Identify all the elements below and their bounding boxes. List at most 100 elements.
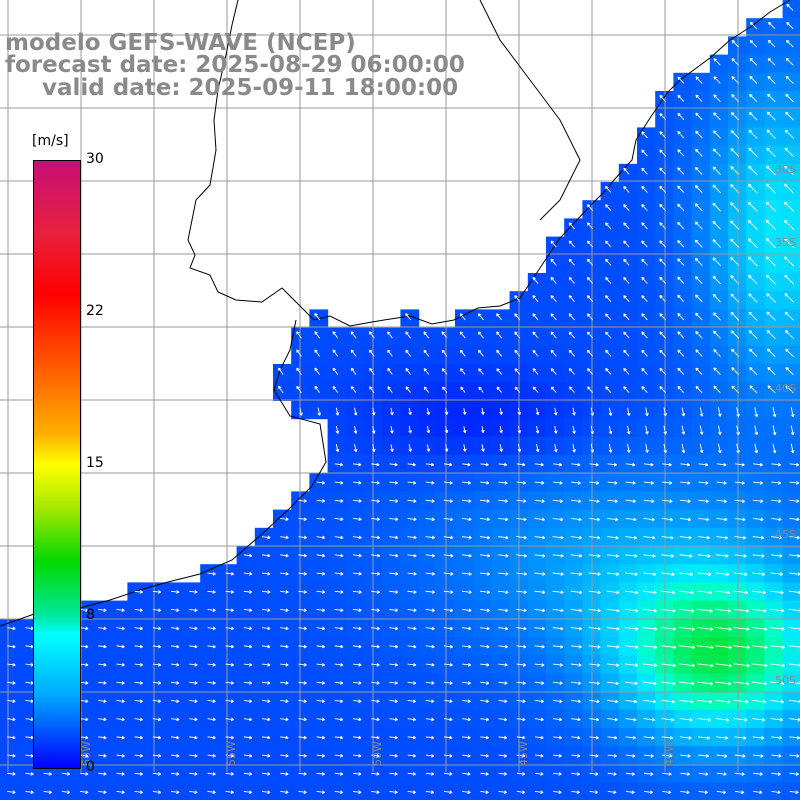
wind-arrow (480, 481, 490, 485)
wind-arrow (765, 183, 776, 194)
wind-arrow (645, 425, 649, 435)
wind-arrow (298, 535, 307, 540)
wind-arrow (152, 681, 162, 685)
wind-arrow (98, 626, 107, 631)
wind-arrow (623, 276, 630, 284)
wind-arrow (134, 681, 143, 685)
wind-arrow (605, 349, 612, 357)
wind-arrow (644, 790, 654, 795)
wind-arrow (589, 790, 599, 795)
wind-arrow (280, 553, 289, 558)
wind-arrow (407, 499, 417, 503)
wind-arrow (316, 535, 326, 540)
wind-arrow (552, 517, 564, 522)
wind-arrow (207, 626, 216, 631)
wind-arrow (749, 348, 758, 357)
wind-arrow (623, 386, 630, 394)
wind-arrow (734, 499, 746, 503)
wind-arrow (606, 645, 620, 649)
wind-arrow (425, 662, 435, 667)
wind-arrow (516, 753, 526, 758)
wind-arrow (352, 480, 362, 485)
wind-arrow (699, 425, 704, 435)
wind-arrow (552, 681, 563, 685)
wind-arrow (770, 535, 782, 540)
wind-arrow (280, 608, 289, 612)
wind-arrow (716, 481, 727, 485)
wind-arrow (766, 165, 776, 176)
wind-arrow (407, 699, 417, 703)
wind-arrow (516, 790, 526, 794)
wind-arrow (605, 368, 612, 375)
wind-arrow (152, 735, 162, 740)
wind-arrow (352, 499, 362, 503)
wind-arrow (534, 590, 546, 595)
wind-arrow (534, 735, 544, 740)
wind-arrow (749, 57, 758, 66)
wind-arrow (643, 554, 656, 558)
wind-arrow (352, 626, 362, 631)
wind-arrow (334, 517, 344, 522)
wind-arrow (425, 462, 435, 467)
wind-arrow (695, 130, 703, 139)
wind-arrow (243, 699, 253, 703)
wind-arrow (335, 444, 340, 453)
wind-arrow (170, 735, 180, 740)
wind-arrow (606, 608, 620, 613)
wind-arrow (425, 772, 435, 776)
wind-arrow (677, 240, 685, 248)
wind-arrow (516, 663, 527, 667)
wind-arrow (765, 256, 776, 267)
wind-arrow (677, 167, 685, 175)
title-valid-date: valid date: 2025-09-11 18:00:00 (42, 75, 459, 101)
wind-arrow (296, 367, 302, 375)
wind-arrow (368, 349, 375, 357)
wind-arrow (695, 349, 703, 357)
wind-arrow (715, 608, 732, 613)
wind-arrow (407, 535, 417, 540)
wind-arrow (116, 608, 125, 612)
wind-arrow (316, 681, 326, 685)
wind-arrow (661, 517, 674, 522)
wind-arrow (605, 240, 612, 248)
wind-arrow (606, 681, 619, 686)
wind-arrow (679, 736, 692, 740)
wind-arrow (207, 772, 216, 776)
wind-arrow (714, 645, 732, 650)
wind-arrow (314, 331, 320, 339)
wind-arrow (605, 185, 612, 193)
wind-arrow (731, 367, 740, 376)
wind-arrow (334, 608, 344, 613)
wind-arrow (442, 386, 448, 393)
wind-arrow (425, 535, 436, 540)
wind-arrow (207, 644, 216, 649)
wind-arrow (699, 407, 704, 417)
wind-arrow (278, 367, 284, 375)
wind-arrow (659, 294, 666, 303)
wind-arrow (98, 681, 107, 685)
wind-arrow (605, 222, 612, 230)
wind-arrow (713, 330, 721, 339)
wind-arrow (480, 717, 489, 722)
wind-arrow (479, 590, 491, 594)
wind-arrow (225, 717, 234, 722)
wind-arrow (332, 349, 339, 357)
wind-arrow (624, 681, 638, 686)
wind-arrow (516, 535, 527, 540)
wind-arrow (568, 222, 575, 230)
wind-arrow (316, 499, 326, 503)
wind-arrow (334, 499, 344, 503)
wind-arrow (116, 753, 125, 758)
wind-arrow (767, 348, 776, 358)
wind-arrow (390, 444, 394, 452)
wind-arrow (748, 111, 758, 121)
wind-arrow (751, 681, 768, 686)
wind-arrow (332, 331, 339, 339)
wind-arrow (626, 425, 631, 435)
wind-arrow (352, 753, 362, 758)
wind-arrow (152, 790, 162, 794)
wind-arrow (517, 407, 522, 416)
wind-arrow (496, 313, 503, 321)
wind-arrow (713, 94, 721, 103)
wind-arrow (754, 443, 759, 454)
